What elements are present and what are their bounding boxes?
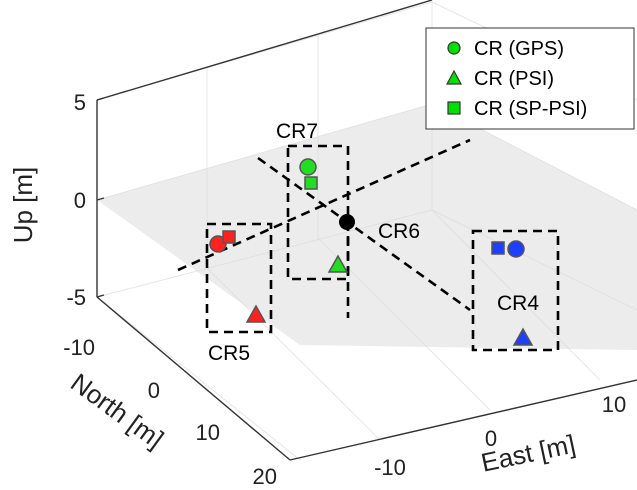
cr5-gps-marker xyxy=(209,235,227,253)
legend-square-icon xyxy=(447,101,461,115)
cr5-label: CR5 xyxy=(208,342,250,365)
east-tick-label: 10 xyxy=(602,392,626,417)
cr4-box xyxy=(471,229,560,352)
north-tick-label: 0 xyxy=(148,378,160,403)
z-tick-label: 0 xyxy=(74,188,86,213)
group-cr7: CR7 xyxy=(276,120,350,281)
cr7-sp-psi-marker xyxy=(304,176,318,190)
z-tick-mark xyxy=(96,97,105,101)
north-ticks: -10 0 10 20 xyxy=(63,335,277,489)
top-back-edge xyxy=(96,0,433,101)
group-cr4: CR4 xyxy=(471,229,560,352)
cr4-label: CR4 xyxy=(497,292,539,315)
z-ticks: 5 0 -5 xyxy=(66,90,105,310)
east-axis-line xyxy=(289,379,637,461)
cr4-gps-marker xyxy=(507,240,525,258)
cr4-psi-marker xyxy=(512,327,534,346)
north-tick-label: -10 xyxy=(63,335,95,360)
z-tick-label: 5 xyxy=(74,90,86,115)
cr6-gps-marker xyxy=(339,214,355,230)
legend-triangle-icon xyxy=(445,69,463,85)
legend-box xyxy=(425,27,635,130)
cr6-label: CR6 xyxy=(378,220,420,243)
east-reference-line xyxy=(177,138,471,272)
z-tick-label: -5 xyxy=(66,285,86,310)
cr7-psi-marker xyxy=(327,254,349,273)
legend-circle-icon xyxy=(447,41,461,55)
cr7-box xyxy=(286,144,350,281)
north-tick-label: 20 xyxy=(253,464,277,489)
z-tick-mark xyxy=(96,294,105,298)
cr7-label: CR7 xyxy=(276,120,318,143)
cr5-sp-psi-marker xyxy=(222,230,236,244)
legend-entry-psi: CR (PSI) xyxy=(474,68,554,90)
north-tick-label: 10 xyxy=(196,420,220,445)
legend-entry-sp-psi: CR (SP-PSI) xyxy=(474,98,587,120)
ground-plane xyxy=(97,104,637,350)
east-ticks: -10 0 10 xyxy=(374,392,626,480)
z-tick-mark xyxy=(96,197,105,201)
group-cr6: CR6 xyxy=(339,214,420,243)
cr4-sp-psi-marker xyxy=(491,241,505,255)
z-axis-label: Up [m] xyxy=(8,167,38,244)
cr5-psi-marker xyxy=(245,304,267,323)
east-tick-label: 0 xyxy=(485,426,497,451)
legend: CR (GPS) CR (PSI) CR (SP-PSI) xyxy=(425,27,635,130)
cr5-box xyxy=(205,222,273,334)
cr7-gps-marker xyxy=(299,158,317,176)
legend-entry-gps: CR (GPS) xyxy=(474,38,564,60)
east-tick-label: -10 xyxy=(374,455,406,480)
group-cr5: CR5 xyxy=(205,222,273,365)
grid-line-floor-1 xyxy=(96,296,301,461)
north-axis-line xyxy=(96,296,291,461)
north-reference-line xyxy=(257,156,471,312)
